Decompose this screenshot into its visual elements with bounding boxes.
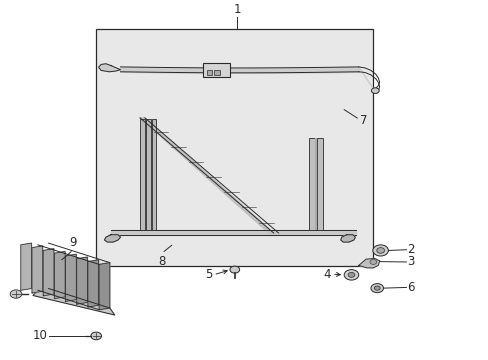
- Polygon shape: [65, 254, 76, 301]
- Polygon shape: [358, 258, 379, 268]
- Circle shape: [372, 245, 387, 256]
- Circle shape: [10, 290, 22, 298]
- Text: 4: 4: [323, 268, 330, 281]
- Text: 3: 3: [407, 256, 414, 269]
- Text: 10: 10: [33, 329, 47, 342]
- Polygon shape: [88, 260, 99, 307]
- Circle shape: [373, 286, 379, 290]
- Bar: [308, 138, 314, 230]
- Circle shape: [370, 284, 383, 293]
- Text: 1: 1: [233, 3, 241, 15]
- Bar: [317, 138, 323, 230]
- Circle shape: [344, 270, 358, 280]
- Polygon shape: [43, 249, 54, 296]
- Polygon shape: [77, 257, 87, 304]
- Polygon shape: [99, 64, 120, 72]
- Text: 5: 5: [204, 268, 212, 282]
- Bar: [152, 118, 156, 230]
- Polygon shape: [54, 252, 65, 298]
- Bar: [140, 118, 144, 230]
- Text: 7: 7: [359, 114, 366, 127]
- Circle shape: [371, 88, 378, 94]
- Circle shape: [369, 260, 376, 264]
- Bar: [214, 71, 220, 75]
- Circle shape: [376, 248, 384, 253]
- Text: 2: 2: [407, 243, 414, 256]
- Bar: [314, 138, 317, 230]
- Text: 9: 9: [69, 236, 77, 249]
- Polygon shape: [21, 243, 31, 290]
- Text: 8: 8: [158, 255, 165, 267]
- Polygon shape: [340, 235, 355, 242]
- Circle shape: [347, 273, 354, 277]
- Polygon shape: [140, 118, 273, 233]
- Polygon shape: [32, 246, 42, 293]
- Bar: [203, 63, 229, 77]
- Bar: [96, 29, 372, 266]
- Polygon shape: [104, 235, 120, 242]
- Bar: [206, 71, 212, 75]
- Circle shape: [91, 332, 102, 340]
- Polygon shape: [33, 290, 115, 315]
- Polygon shape: [99, 263, 110, 310]
- Text: 6: 6: [407, 281, 414, 294]
- Bar: [146, 118, 150, 230]
- Circle shape: [229, 266, 239, 273]
